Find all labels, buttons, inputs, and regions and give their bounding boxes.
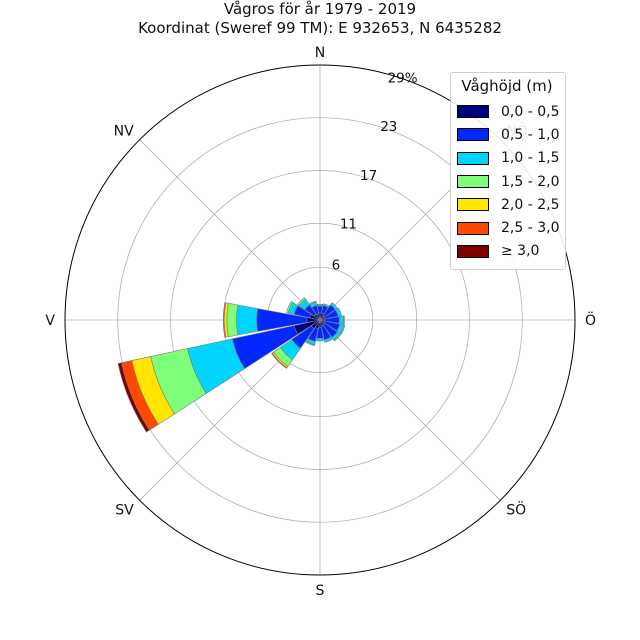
- legend-item: 0,0 - 0,5: [457, 100, 560, 123]
- chart-subtitle: Koordinat (Sweref 99 TM): E 932653, N 64…: [138, 19, 502, 37]
- wedge-VNV-bin-4: [286, 300, 294, 314]
- chart-title: Vågros för år 1979 - 2019: [223, 0, 417, 18]
- legend-label: ≥ 3,0: [501, 243, 540, 260]
- compass-label-nw: NV: [114, 124, 134, 140]
- grid-spoke-8: [139, 139, 321, 321]
- wedge-N-bin-3: [316, 303, 324, 307]
- compass-label-sw: SV: [115, 502, 134, 518]
- legend-label: 2,0 - 2,5: [501, 196, 560, 213]
- wedge-SSV-bin-4: [305, 341, 315, 347]
- wedge-NNV-bin-4: [309, 300, 317, 305]
- grid-spoke-4: [319, 319, 501, 501]
- wedge-Ö-bin-3: [338, 315, 345, 325]
- legend-label: 1,5 - 2,0: [501, 173, 560, 190]
- legend-label: 1,0 - 1,5: [501, 150, 560, 167]
- wedge-V-bin-3: [236, 304, 259, 336]
- outer-circle: [64, 64, 576, 576]
- wedge-ÖSÖ-bin-4: [340, 324, 346, 335]
- legend: Våghöjd (m) 0,0 - 0,5 0,5 - 1,0 1,0 - 1,5 1…: [450, 72, 566, 271]
- legend-label: 0,5 - 1,0: [501, 126, 560, 143]
- wedge-V-bin-6: [223, 302, 227, 338]
- legend-swatch: [457, 244, 489, 258]
- legend-swatch: [457, 105, 489, 119]
- radial-tick-label: 29%: [388, 70, 418, 86]
- radial-tick-label: 17: [360, 168, 377, 184]
- legend-swatch: [457, 128, 489, 142]
- compass-label-w: V: [45, 313, 55, 329]
- radial-tick-label: 6: [332, 257, 341, 273]
- legend-swatch: [457, 221, 489, 235]
- legend-item: 1,0 - 1,5: [457, 147, 560, 170]
- legend-item: 2,5 - 3,0: [457, 216, 560, 239]
- legend-swatch: [457, 198, 489, 212]
- legend-label: 0,0 - 0,5: [501, 103, 560, 120]
- compass-label-n: N: [315, 45, 325, 61]
- wedge-SÖ-bin-4: [333, 333, 342, 342]
- radial-tick-label: 23: [380, 119, 397, 135]
- legend-swatch: [457, 151, 489, 165]
- wedge-NV-bin-4: [297, 297, 306, 306]
- compass-label-e: Ö: [585, 311, 596, 329]
- wedge-ÖNÖ-bin-3: [335, 307, 342, 317]
- wedge-S-bin-3: [315, 337, 325, 342]
- wedge-VSV-bin-7: [117, 362, 150, 433]
- legend-item: 2,0 - 2,5: [457, 193, 560, 216]
- wedge-NÖ-bin-3: [330, 302, 338, 310]
- legend-item: 0,5 - 1,0: [457, 123, 560, 146]
- wedge-NNÖ-bin-3: [322, 303, 330, 308]
- radial-tick-label: 11: [340, 217, 357, 233]
- legend-label: 2,5 - 3,0: [501, 220, 560, 237]
- legend-item: 1,5 - 2,0: [457, 170, 560, 193]
- wedge-SSÖ-bin-3: [323, 336, 333, 343]
- legend-title: Våghöjd (m): [461, 77, 553, 95]
- wedge-Ö-bin-4: [343, 315, 345, 325]
- wedge-V-bin-4: [226, 302, 239, 338]
- wedge-SV-bin-6: [271, 352, 288, 369]
- compass-label-se: SÖ: [506, 500, 526, 518]
- legend-item: ≥ 3,0: [457, 240, 557, 263]
- compass-label-s: S: [316, 583, 325, 599]
- legend-swatch: [457, 175, 489, 189]
